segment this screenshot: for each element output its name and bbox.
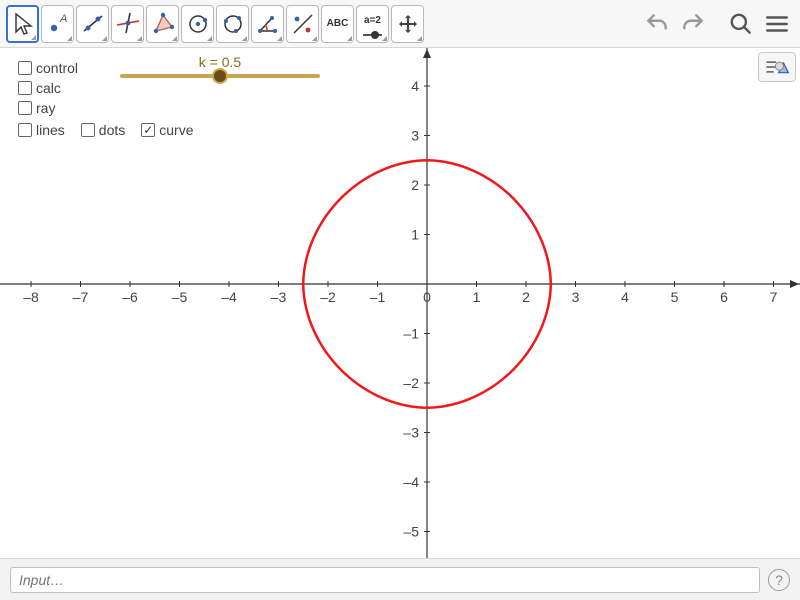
svg-text:–2: –2 bbox=[320, 289, 336, 305]
checkbox-label: calc bbox=[36, 80, 61, 96]
slider-widget[interactable]: k = 0.5 bbox=[120, 54, 320, 78]
svg-text:–1: –1 bbox=[370, 289, 386, 305]
tool-line[interactable] bbox=[76, 5, 109, 43]
svg-text:–3: –3 bbox=[403, 425, 419, 441]
svg-text:0: 0 bbox=[423, 289, 431, 305]
svg-text:3: 3 bbox=[572, 289, 580, 305]
svg-text:3: 3 bbox=[411, 128, 419, 144]
tool-move[interactable] bbox=[6, 5, 39, 43]
tool-slider[interactable]: a=2 bbox=[356, 5, 389, 43]
checkbox-label: control bbox=[36, 60, 78, 76]
checkbox-box[interactable] bbox=[18, 101, 32, 115]
svg-text:–4: –4 bbox=[403, 474, 419, 490]
slider-track[interactable] bbox=[120, 74, 320, 78]
tool-polygon[interactable] bbox=[146, 5, 179, 43]
algebra-input[interactable] bbox=[10, 567, 760, 593]
svg-text:4: 4 bbox=[411, 78, 419, 94]
svg-text:1: 1 bbox=[473, 289, 481, 305]
tool-circle-center[interactable] bbox=[181, 5, 214, 43]
toolbar: A ABCa=2 bbox=[0, 0, 800, 48]
checkbox-box[interactable] bbox=[18, 81, 32, 95]
help-button[interactable]: ? bbox=[768, 569, 790, 591]
graphics-view[interactable]: –8 –7 –6 –5 –4 –3 –2 –1 0 1 2 3 4 5 6 7 –5 –4 –3 –2 –1 1 2 3 4 c… bbox=[0, 48, 800, 558]
tool-perpendicular[interactable] bbox=[111, 5, 144, 43]
svg-text:A: A bbox=[59, 13, 67, 25]
checkbox-calc[interactable]: calc bbox=[18, 78, 206, 98]
svg-text:–8: –8 bbox=[23, 289, 39, 305]
svg-text:7: 7 bbox=[770, 289, 778, 305]
tool-text[interactable]: ABC bbox=[321, 5, 354, 43]
svg-text:6: 6 bbox=[720, 289, 728, 305]
checkbox-box[interactable] bbox=[18, 123, 32, 137]
checkbox-curve[interactable]: curve bbox=[141, 122, 193, 138]
svg-text:–2: –2 bbox=[403, 375, 419, 391]
hamburger-menu[interactable] bbox=[760, 7, 794, 41]
svg-text:–1: –1 bbox=[403, 326, 419, 342]
tool-point[interactable]: A bbox=[41, 5, 74, 43]
undo-button[interactable] bbox=[640, 7, 674, 41]
style-panel-toggle[interactable] bbox=[758, 52, 796, 82]
svg-text:–5: –5 bbox=[403, 524, 419, 540]
checkbox-lines[interactable]: lines bbox=[18, 122, 65, 138]
svg-text:–6: –6 bbox=[122, 289, 138, 305]
svg-text:1: 1 bbox=[411, 227, 419, 243]
checkbox-box[interactable] bbox=[18, 61, 32, 75]
checkbox-label: ray bbox=[36, 100, 55, 116]
slider-knob[interactable] bbox=[212, 68, 228, 84]
search-button[interactable] bbox=[724, 7, 758, 41]
svg-text:–5: –5 bbox=[172, 289, 188, 305]
svg-text:2: 2 bbox=[411, 177, 419, 193]
checkbox-box[interactable] bbox=[81, 123, 95, 137]
svg-text:4: 4 bbox=[621, 289, 629, 305]
input-bar: ? bbox=[0, 558, 800, 600]
checkbox-label: curve bbox=[159, 122, 193, 138]
checkbox-label: dots bbox=[99, 122, 125, 138]
svg-text:–7: –7 bbox=[73, 289, 89, 305]
svg-text:–3: –3 bbox=[271, 289, 287, 305]
tool-angle[interactable] bbox=[251, 5, 284, 43]
svg-text:2: 2 bbox=[522, 289, 530, 305]
tool-reflect[interactable] bbox=[286, 5, 319, 43]
svg-text:5: 5 bbox=[671, 289, 679, 305]
checkbox-label: lines bbox=[36, 122, 65, 138]
checkbox-ray[interactable]: ray bbox=[18, 98, 206, 118]
tool-group: A ABCa=2 bbox=[6, 5, 424, 43]
svg-text:–4: –4 bbox=[221, 289, 237, 305]
redo-button[interactable] bbox=[676, 7, 710, 41]
checkbox-box[interactable] bbox=[141, 123, 155, 137]
checkbox-dots[interactable]: dots bbox=[81, 122, 125, 138]
tool-move-view[interactable] bbox=[391, 5, 424, 43]
tool-circle3[interactable] bbox=[216, 5, 249, 43]
